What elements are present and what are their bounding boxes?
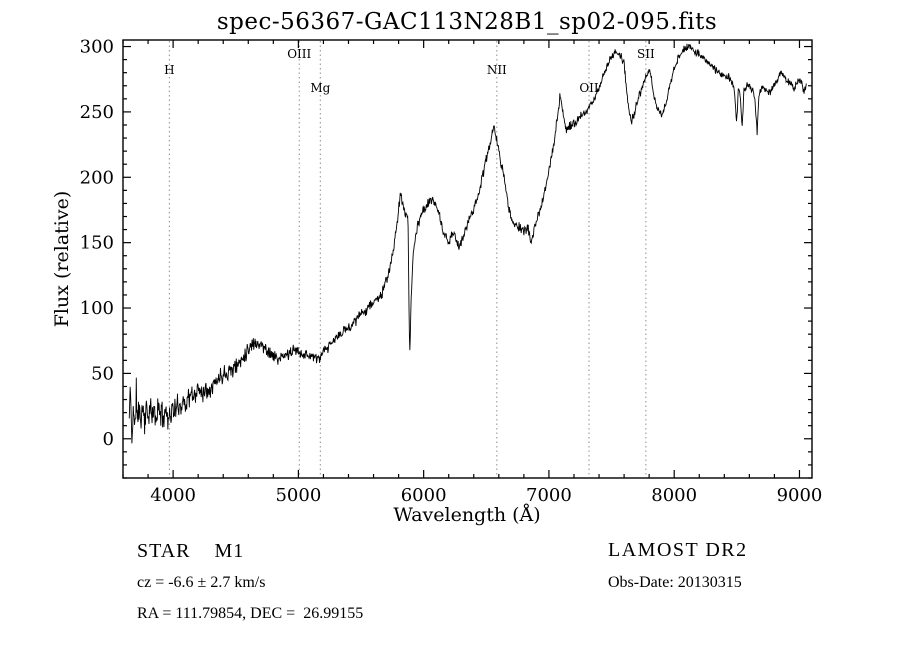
x-tick-label: 4000	[150, 485, 196, 506]
plot-frame	[122, 39, 813, 479]
x-tick-label: 5000	[275, 485, 321, 506]
y-tick-label: 50	[91, 363, 114, 384]
radial-velocity-label: cz = -6.6 ± 2.7 km/s	[137, 574, 266, 591]
x-tick-label: 8000	[651, 485, 697, 506]
observation-date-label: Obs-Date: 20130315	[608, 574, 742, 591]
y-tick-label: 0	[103, 429, 114, 450]
x-tick-label: 7000	[526, 485, 572, 506]
spectrum-chart: H OIII Mg NII OII SII 4000 5000 6000 7000 8000 9000…	[51, 9, 823, 526]
y-axis-label: Flux (relative)	[51, 191, 73, 328]
y-tick-label: 150	[80, 233, 114, 254]
x-axis-label: Wavelength (Å)	[393, 504, 540, 526]
chart-dynamic-layer: H OIII Mg NII OII SII 4000 5000 6000 7000 8000 9000…	[80, 37, 823, 506]
marker-label-OIII: OIII	[287, 47, 311, 61]
x-tick-label: 6000	[401, 485, 447, 506]
marker-label-NII: NII	[487, 63, 507, 77]
coordinates-label: RA = 111.79854, DEC = 26.99155	[137, 605, 364, 622]
axis-ticks	[122, 40, 812, 479]
spectral-line-markers: H OIII Mg NII OII SII	[164, 41, 655, 477]
y-tick-label: 300	[80, 37, 114, 58]
plot-title: spec-56367-GAC113N28B1_sp02-095.fits	[217, 9, 717, 35]
y-tick-label: 100	[80, 298, 114, 319]
spectrum-line	[128, 43, 807, 444]
marker-label-H: H	[164, 63, 174, 77]
tick-labels: 4000 5000 6000 7000 8000 9000 0 50 100 150 200 250 3…	[80, 37, 823, 506]
object-classification: STAR M1	[137, 540, 245, 562]
x-tick-label: 9000	[777, 485, 823, 506]
y-tick-label: 250	[80, 102, 114, 123]
survey-release-label: LAMOST DR2	[608, 539, 748, 561]
marker-label-Mg: Mg	[310, 81, 330, 95]
marker-label-SII: SII	[637, 47, 655, 61]
y-tick-label: 200	[80, 167, 114, 188]
marker-label-OII: OII	[579, 81, 599, 95]
